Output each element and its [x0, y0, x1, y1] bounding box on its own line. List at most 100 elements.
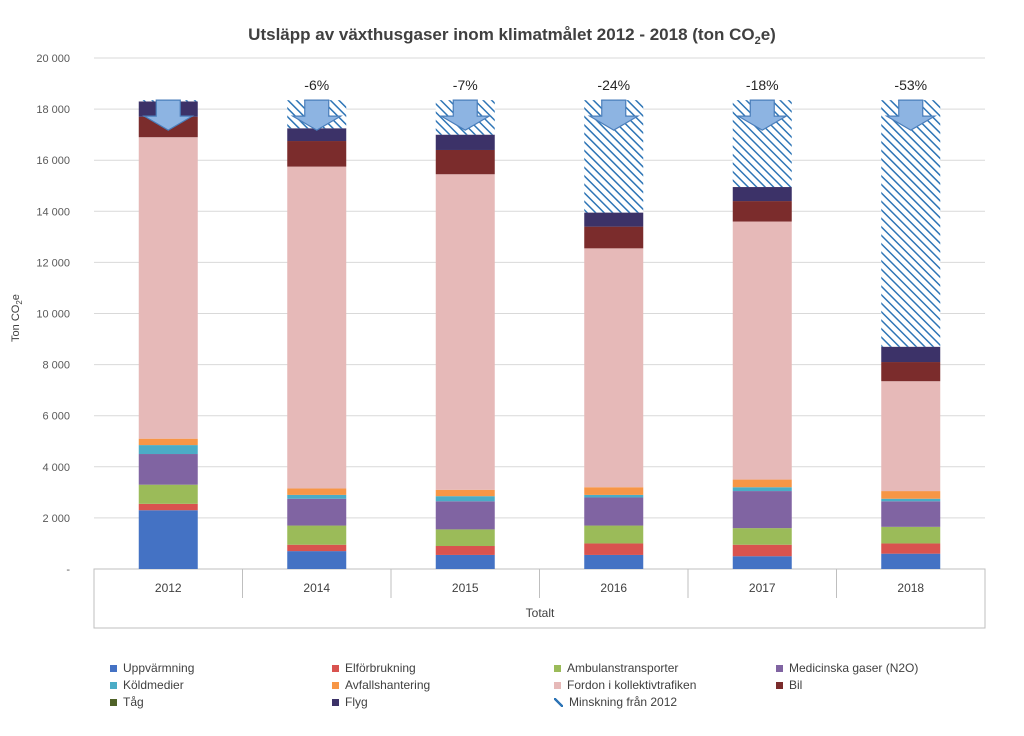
bar-segment: [881, 543, 941, 554]
bar-segment: [138, 454, 198, 485]
bar-segment: [732, 487, 792, 492]
bar-segment: [732, 528, 792, 545]
legend-label: Avfallshantering: [345, 678, 431, 692]
x-axis-label: Totalt: [526, 606, 555, 620]
bar-segment: [881, 553, 941, 569]
legend-label: Elförbrukning: [345, 661, 416, 675]
down-arrow-icon: [884, 99, 937, 131]
bar-segment: [435, 501, 495, 530]
bar-segment: [732, 479, 792, 488]
bar-segment: [584, 248, 644, 488]
x-tick-label: 2012: [155, 581, 182, 595]
down-arrow-icon: [142, 99, 195, 131]
bar-segment: [287, 128, 347, 142]
bar-segment: [138, 484, 198, 504]
bar-segment: [287, 551, 347, 569]
legend-label: Köldmedier: [123, 678, 184, 692]
bar-segment: [138, 510, 198, 569]
bar-segment: [287, 498, 347, 526]
legend-label: Tåg: [123, 695, 144, 709]
reduction-label: -24%: [597, 77, 630, 93]
x-tick-label: 2017: [749, 581, 776, 595]
bar-segment: [584, 554, 644, 569]
bar-segment: [881, 498, 941, 502]
bar-segment: [881, 501, 941, 527]
reduction-label: -7%: [453, 77, 478, 93]
y-tick-label: -: [66, 564, 70, 576]
legend-item: Bil: [776, 677, 1006, 693]
bar-segment: [287, 544, 347, 552]
legend-label: Medicinska gaser (N2O): [789, 661, 919, 675]
bar-segment: [584, 497, 644, 526]
bar-segment: [138, 445, 198, 455]
y-tick-label: 18 000: [36, 104, 70, 116]
bar-segment: [732, 187, 792, 202]
legend-swatch: [554, 664, 561, 672]
bar-segment: [435, 546, 495, 555]
reduction-label: -6%: [304, 77, 329, 93]
bar-segment: [435, 554, 495, 569]
bar-segment: [435, 489, 495, 497]
reduction-label: -18%: [746, 77, 779, 93]
bar-segment: [732, 491, 792, 529]
legend-item: Elförbrukning: [332, 660, 554, 676]
legend-item: Tåg: [110, 694, 332, 710]
legend-swatch: [776, 681, 783, 689]
bar-segment: [584, 494, 644, 498]
legend-item: Avfallshantering: [332, 677, 554, 693]
y-tick-label: 4 000: [42, 462, 70, 474]
bar-segment: [287, 166, 347, 489]
x-tick-label: 2018: [897, 581, 924, 595]
bar-segment: [732, 544, 792, 557]
y-tick-label: 6 000: [42, 411, 70, 423]
bar-segment: [584, 525, 644, 544]
legend-label: Uppvärmning: [123, 661, 195, 675]
x-tick-label: 2015: [452, 581, 479, 595]
bar-segment: [138, 438, 198, 446]
down-arrow-icon: [736, 99, 789, 131]
chart-title: Utsläpp av växthusgaser inom klimatmålet…: [248, 25, 776, 47]
legend-label: Flyg: [345, 695, 368, 709]
y-tick-label: 12 000: [36, 257, 70, 269]
legend-label: Bil: [789, 678, 803, 692]
legend-item: Flyg: [332, 694, 554, 710]
x-tick-label: 2014: [303, 581, 330, 595]
bar-segment: [881, 491, 941, 499]
legend-swatch: [110, 698, 117, 706]
y-tick-label: 20 000: [36, 53, 70, 65]
bar-segment: [584, 212, 644, 227]
legend-swatch: [554, 697, 563, 707]
legend-item: Fordon i kollektivtrafiken: [554, 677, 776, 693]
legend-swatch: [110, 681, 117, 689]
bar-segment: [138, 137, 198, 439]
bar-segment: [435, 174, 495, 490]
legend: Uppvärmning Elförbrukning Ambulanstranspor…: [110, 660, 1010, 710]
bar-segment: [435, 134, 495, 150]
bar-segment: [287, 494, 347, 499]
legend-label: Ambulanstransporter: [567, 661, 679, 675]
bar-segment: [732, 201, 792, 222]
bar-segment: [584, 226, 644, 249]
legend-item: Köldmedier: [110, 677, 332, 693]
reduction-segment: [881, 100, 941, 347]
legend-swatch: [332, 664, 339, 672]
y-tick-label: 16 000: [36, 155, 70, 167]
reduction-label: -53%: [894, 77, 927, 93]
bar-segment: [881, 381, 941, 492]
bar-segment: [584, 487, 644, 495]
legend-swatch: [332, 681, 339, 689]
legend-label: Fordon i kollektivtrafiken: [567, 678, 697, 692]
down-arrow-icon: [290, 99, 343, 131]
legend-item: Medicinska gaser (N2O): [776, 660, 1006, 676]
y-tick-label: 2 000: [42, 513, 70, 525]
legend-swatch: [332, 698, 339, 706]
bar-segment: [584, 543, 644, 555]
bar-segment: [287, 525, 347, 545]
x-tick-label: 2016: [600, 581, 627, 595]
bar-segment: [881, 362, 941, 382]
y-tick-label: 14 000: [36, 206, 70, 218]
down-arrow-icon: [587, 99, 640, 131]
bar-segment: [287, 141, 347, 167]
legend-label: Minskning från 2012: [569, 695, 678, 709]
